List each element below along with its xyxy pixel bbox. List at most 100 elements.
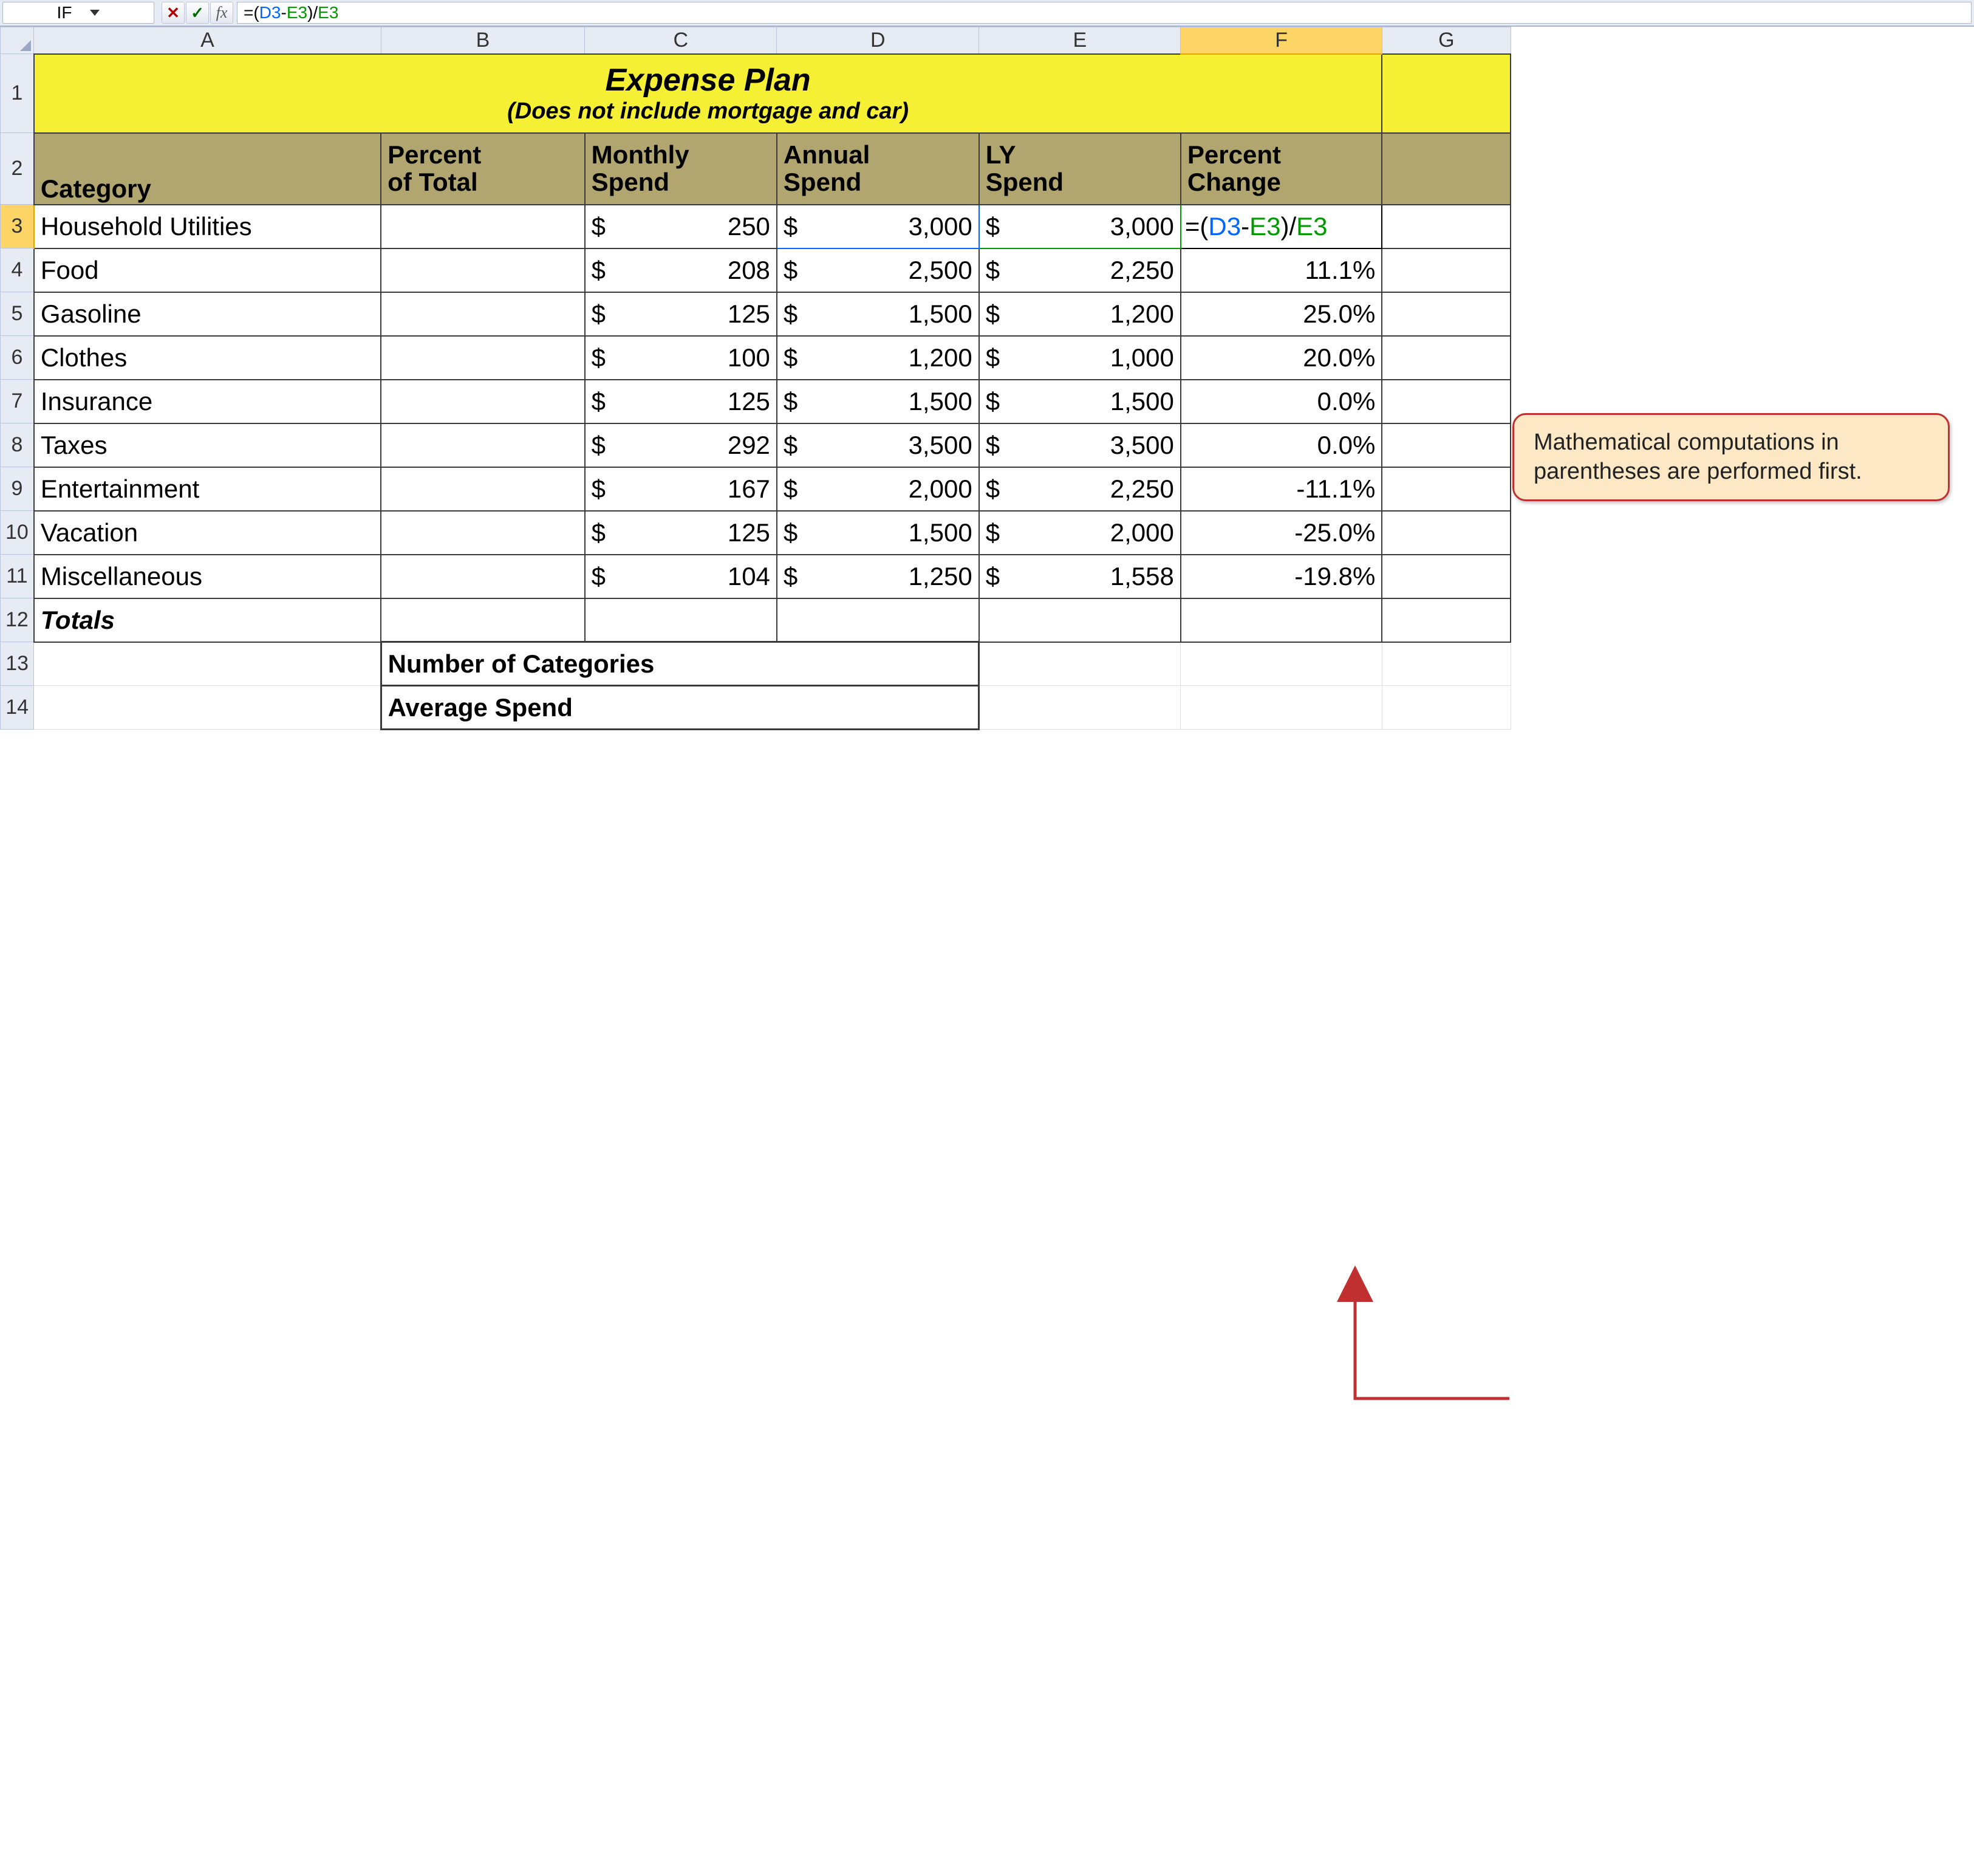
cell-A14[interactable] <box>34 686 381 730</box>
label-13[interactable]: Number of Categories <box>381 642 777 686</box>
monthly-8[interactable]: $292 <box>585 423 777 467</box>
pct-change-3[interactable]: =(D3-E3)/E3 <box>1181 205 1382 248</box>
pct-total-4[interactable] <box>381 248 585 292</box>
pct-change-10[interactable]: -25.0% <box>1181 511 1382 555</box>
cell-G10[interactable] <box>1382 511 1511 555</box>
annual-11[interactable]: $1,250 <box>777 555 979 598</box>
category-5[interactable]: Gasoline <box>34 292 381 336</box>
annual-3[interactable]: $3,000 <box>777 205 979 248</box>
monthly-9[interactable]: $167 <box>585 467 777 511</box>
annual-7[interactable]: $1,500 <box>777 380 979 423</box>
row-header-13[interactable]: 13 <box>1 642 34 686</box>
column-header-D[interactable]: D <box>777 27 979 54</box>
column-header-B[interactable]: B <box>381 27 585 54</box>
monthly-10[interactable]: $125 <box>585 511 777 555</box>
ly-3[interactable]: $3,000 <box>979 205 1181 248</box>
ly-9[interactable]: $2,250 <box>979 467 1181 511</box>
row-header-14[interactable]: 14 <box>1 686 34 730</box>
cell-G5[interactable] <box>1382 292 1511 336</box>
pct-change-8[interactable]: 0.0% <box>1181 423 1382 467</box>
category-6[interactable]: Clothes <box>34 336 381 380</box>
ly-5[interactable]: $1,200 <box>979 292 1181 336</box>
insert-function-button[interactable]: fx <box>210 2 233 24</box>
pct-change-6[interactable]: 20.0% <box>1181 336 1382 380</box>
monthly-4[interactable]: $208 <box>585 248 777 292</box>
category-3[interactable]: Household Utilities <box>34 205 381 248</box>
value-13[interactable] <box>777 642 979 686</box>
column-header-E[interactable]: E <box>979 27 1181 54</box>
cell-F14[interactable] <box>1181 686 1382 730</box>
row-header-4[interactable]: 4 <box>1 248 34 292</box>
header-B[interactable]: Percentof Total <box>381 133 585 205</box>
cell-G7[interactable] <box>1382 380 1511 423</box>
monthly-3[interactable]: $250 <box>585 205 777 248</box>
pct-total-7[interactable] <box>381 380 585 423</box>
ly-7[interactable]: $1,500 <box>979 380 1181 423</box>
header-E[interactable]: LYSpend <box>979 133 1181 205</box>
monthly-7[interactable]: $125 <box>585 380 777 423</box>
ly-4[interactable]: $2,250 <box>979 248 1181 292</box>
name-box[interactable]: IF <box>2 2 154 24</box>
pct-change-11[interactable]: -19.8% <box>1181 555 1382 598</box>
annual-4[interactable]: $2,500 <box>777 248 979 292</box>
ly-6[interactable]: $1,000 <box>979 336 1181 380</box>
row-header-1[interactable]: 1 <box>1 54 34 133</box>
totals-E[interactable] <box>979 598 1181 642</box>
annual-6[interactable]: $1,200 <box>777 336 979 380</box>
cell-G2[interactable] <box>1382 133 1511 205</box>
title-cell[interactable]: Expense Plan(Does not include mortgage a… <box>34 54 1382 133</box>
cell-G11[interactable] <box>1382 555 1511 598</box>
formula-bar-input[interactable]: =(D3-E3)/E3 <box>237 2 1972 24</box>
row-header-5[interactable]: 5 <box>1 292 34 336</box>
pct-total-11[interactable] <box>381 555 585 598</box>
category-10[interactable]: Vacation <box>34 511 381 555</box>
annual-5[interactable]: $1,500 <box>777 292 979 336</box>
cell-G1[interactable] <box>1382 54 1511 133</box>
totals-label[interactable]: Totals <box>34 598 381 642</box>
pct-change-4[interactable]: 11.1% <box>1181 248 1382 292</box>
cell-G8[interactable] <box>1382 423 1511 467</box>
row-header-12[interactable]: 12 <box>1 598 34 642</box>
monthly-6[interactable]: $100 <box>585 336 777 380</box>
cell-E14[interactable] <box>979 686 1181 730</box>
annual-10[interactable]: $1,500 <box>777 511 979 555</box>
cell-G4[interactable] <box>1382 248 1511 292</box>
cell-A13[interactable] <box>34 642 381 686</box>
ly-11[interactable]: $1,558 <box>979 555 1181 598</box>
category-8[interactable]: Taxes <box>34 423 381 467</box>
pct-total-3[interactable] <box>381 205 585 248</box>
row-header-11[interactable]: 11 <box>1 555 34 598</box>
column-header-G[interactable]: G <box>1382 27 1511 54</box>
pct-change-5[interactable]: 25.0% <box>1181 292 1382 336</box>
column-header-C[interactable]: C <box>585 27 777 54</box>
column-header-F[interactable]: F <box>1181 27 1382 54</box>
row-header-3[interactable]: 3 <box>1 205 34 248</box>
row-header-10[interactable]: 10 <box>1 511 34 555</box>
pct-change-7[interactable]: 0.0% <box>1181 380 1382 423</box>
label-14[interactable]: Average Spend <box>381 686 777 730</box>
row-header-7[interactable]: 7 <box>1 380 34 423</box>
category-9[interactable]: Entertainment <box>34 467 381 511</box>
totals-B[interactable] <box>381 598 585 642</box>
row-header-2[interactable]: 2 <box>1 133 34 205</box>
row-header-9[interactable]: 9 <box>1 467 34 511</box>
totals-C[interactable] <box>585 598 777 642</box>
cell-G14[interactable] <box>1382 686 1511 730</box>
pct-total-6[interactable] <box>381 336 585 380</box>
cell-G13[interactable] <box>1382 642 1511 686</box>
category-11[interactable]: Miscellaneous <box>34 555 381 598</box>
totals-D[interactable] <box>777 598 979 642</box>
select-all-corner[interactable] <box>1 27 34 54</box>
pct-total-9[interactable] <box>381 467 585 511</box>
category-7[interactable]: Insurance <box>34 380 381 423</box>
cell-F13[interactable] <box>1181 642 1382 686</box>
name-box-dropdown-icon[interactable] <box>90 10 100 16</box>
cell-G3[interactable] <box>1382 205 1511 248</box>
cell-G6[interactable] <box>1382 336 1511 380</box>
header-F[interactable]: PercentChange <box>1181 133 1382 205</box>
annual-8[interactable]: $3,500 <box>777 423 979 467</box>
value-14[interactable] <box>777 686 979 730</box>
monthly-11[interactable]: $104 <box>585 555 777 598</box>
totals-F[interactable] <box>1181 598 1382 642</box>
header-A[interactable]: Category <box>34 133 381 205</box>
